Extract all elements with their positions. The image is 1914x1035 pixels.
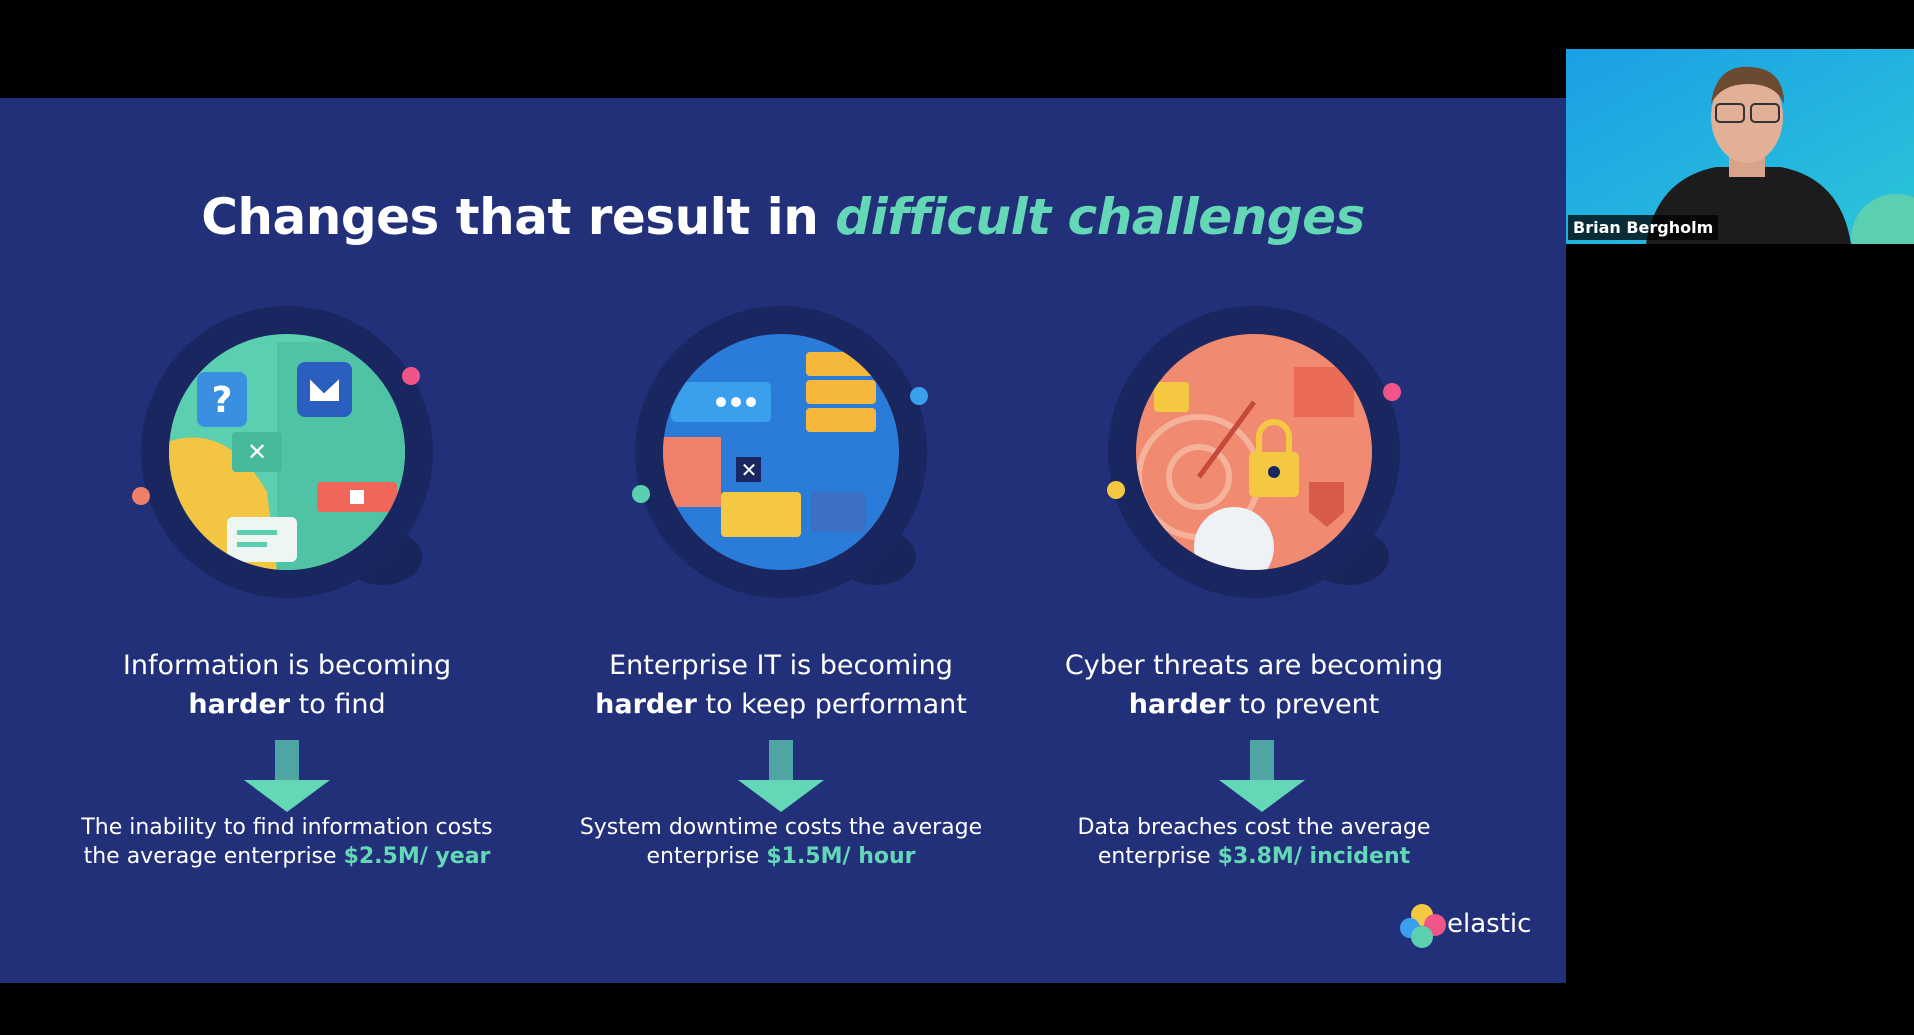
participant-name: Brian Bergholm [1568, 215, 1719, 240]
heading-rest: to prevent [1239, 689, 1380, 720]
slide-graphics: ? ✕ [132, 306, 1446, 948]
challenge-heading: Information is becoming harder to find [47, 646, 527, 724]
cost-line: System downtime costs the average [579, 815, 983, 840]
cost-line: the average enterprise $2.5M/ year [47, 842, 527, 871]
cost-line-text: the average enterprise [83, 844, 337, 869]
challenge-heading: Cyber threats are becoming harder to prev… [1014, 646, 1494, 724]
heading-line: Enterprise IT is becoming [609, 650, 953, 681]
svg-text:?: ? [212, 380, 233, 421]
logo-mark [1400, 904, 1446, 948]
heading-line: Cyber threats are becoming [1064, 650, 1444, 681]
challenge-heading: Enterprise IT is becoming harder to keep … [541, 646, 1021, 724]
logo-text: elastic [1447, 909, 1532, 939]
cost-line: enterprise $3.8M/ incident [1014, 842, 1494, 871]
slide: ? ✕ [0, 98, 1566, 983]
cost-line: enterprise $1.5M/ hour [541, 842, 1021, 871]
bold-word: harder [188, 689, 291, 720]
illustration: ✕ [632, 306, 928, 598]
cost-line-text: enterprise [1097, 844, 1211, 869]
slide-title: Changes that result in difficult challen… [0, 188, 1566, 246]
illustration: ? ✕ [132, 306, 433, 598]
cost-text: Data breaches cost the average enterprise… [1014, 813, 1494, 871]
cost-highlight: $1.5M/ hour [766, 844, 916, 869]
participant-video: Brian Bergholm [1566, 49, 1914, 244]
cost-line-text: enterprise [646, 844, 760, 869]
illustration [1107, 306, 1401, 598]
cost-text: System downtime costs the average enterpr… [541, 813, 1021, 871]
heading-line: Information is becoming [122, 650, 452, 681]
heading-line: harder to prevent [1014, 685, 1494, 724]
svg-text:✕: ✕ [741, 458, 758, 482]
cost-highlight: $2.5M/ year [343, 844, 491, 869]
bold-word: harder [1128, 689, 1231, 720]
title-text: Changes that result in [201, 188, 819, 246]
cost-line: Data breaches cost the average [1077, 815, 1431, 840]
bold-word: harder [595, 689, 697, 720]
down-arrow [1219, 740, 1305, 812]
cost-text: The inability to find information costs t… [47, 813, 527, 871]
down-arrow [244, 740, 330, 812]
heading-line: harder to find [47, 685, 527, 724]
down-arrow [738, 740, 824, 812]
cost-line: The inability to find information costs [81, 815, 493, 840]
svg-text:✕: ✕ [247, 438, 267, 466]
heading-rest: to keep performant [705, 689, 967, 720]
cost-highlight: $3.8M/ incident [1217, 844, 1411, 869]
heading-rest: to find [298, 689, 386, 720]
heading-line: harder to keep performant [541, 685, 1021, 724]
title-emphasis: difficult challenges [835, 188, 1365, 246]
